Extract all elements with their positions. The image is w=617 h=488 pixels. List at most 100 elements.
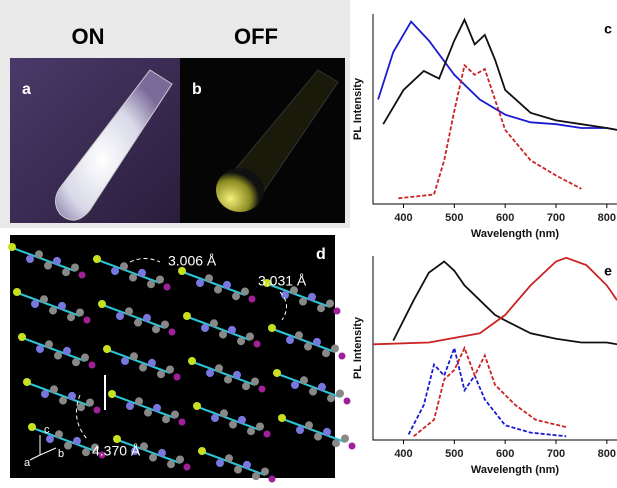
atom (162, 415, 170, 423)
atom (184, 464, 191, 471)
atom (232, 292, 240, 300)
x-tick-label: 800 (598, 212, 616, 224)
atom (225, 454, 233, 462)
atom (84, 317, 91, 324)
atom (64, 442, 72, 450)
atom (138, 269, 146, 277)
atom (238, 416, 246, 424)
spectrum-line (393, 262, 617, 345)
atom (46, 435, 54, 443)
atom (229, 421, 237, 429)
atom (49, 307, 57, 315)
atom (50, 385, 58, 393)
atom (53, 257, 61, 265)
atom (44, 262, 52, 270)
atom (125, 307, 133, 315)
atom (93, 255, 101, 263)
x-tick-label: 700 (547, 448, 565, 460)
atom (215, 364, 223, 372)
atom (256, 423, 264, 431)
state-label: ON (72, 24, 105, 49)
x-tick-label: 500 (445, 448, 463, 460)
atom (249, 296, 256, 303)
atom (134, 319, 142, 327)
atom (295, 331, 303, 339)
atom (309, 388, 317, 396)
atom (45, 340, 53, 348)
atom (18, 333, 26, 341)
atom (135, 397, 143, 405)
atom (156, 276, 164, 284)
spectrum-line (398, 65, 581, 198)
atom (193, 402, 201, 410)
atom (148, 359, 156, 367)
y-axis-label: PL Intensity (352, 77, 364, 140)
atom (164, 284, 171, 291)
atom (261, 468, 269, 476)
panel-label: c (604, 21, 612, 37)
atom (81, 354, 89, 362)
atom (41, 390, 49, 398)
spectrum-line (378, 22, 617, 130)
axis-letter: b (58, 448, 64, 460)
atom (26, 255, 34, 263)
atom (268, 324, 276, 332)
atom (308, 293, 316, 301)
x-tick-label: 400 (394, 448, 412, 460)
atom (336, 390, 344, 398)
atom (251, 378, 259, 386)
atom (171, 411, 179, 419)
atom (219, 331, 227, 339)
x-tick-label: 800 (598, 448, 616, 460)
distance-label: 4.370 Å (92, 443, 141, 459)
atom (196, 279, 204, 287)
atom (246, 333, 254, 341)
atom (130, 352, 138, 360)
atom (313, 338, 321, 346)
atom (82, 448, 90, 456)
atom (305, 421, 313, 429)
atom (62, 268, 70, 276)
atom (153, 404, 161, 412)
atom (331, 345, 339, 353)
axis-letter: c (44, 424, 50, 436)
atom (273, 369, 281, 377)
x-axis-label: Wavelength (nm) (471, 464, 560, 476)
atom (247, 427, 255, 435)
atom (86, 399, 94, 407)
axis-letter: a (24, 457, 31, 469)
atom (73, 437, 81, 445)
atom (201, 324, 209, 332)
atom (143, 314, 151, 322)
atom (205, 274, 213, 282)
atom (318, 383, 326, 391)
atom (89, 362, 96, 369)
atom (220, 409, 228, 417)
atom (264, 431, 271, 438)
atom (242, 382, 250, 390)
atom (210, 319, 218, 327)
atom (166, 366, 174, 374)
atom (35, 250, 43, 258)
atom (326, 300, 334, 308)
atom (228, 326, 236, 334)
atom (13, 288, 21, 296)
atom (341, 435, 349, 443)
atom (176, 456, 184, 464)
glow-off (216, 168, 264, 212)
atom (8, 243, 16, 251)
atom (79, 272, 86, 279)
atom (216, 459, 224, 467)
atom (299, 298, 307, 306)
atom (167, 460, 175, 468)
atom (108, 390, 116, 398)
atom (349, 443, 356, 450)
atom (252, 472, 260, 480)
distance-label: 3.031 Å (258, 273, 307, 289)
atom (94, 407, 101, 414)
atom (323, 428, 331, 436)
atom (23, 378, 31, 386)
atom (296, 426, 304, 434)
atom (149, 454, 157, 462)
atom (28, 423, 36, 431)
